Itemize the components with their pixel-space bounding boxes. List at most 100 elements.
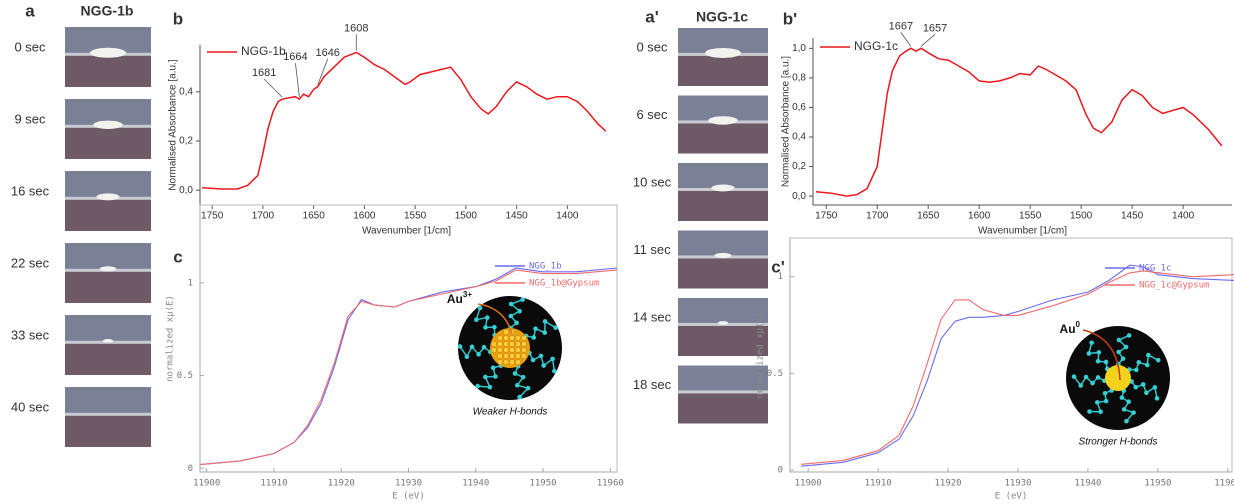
x-tick-label: 1450 — [505, 211, 528, 222]
ligand-atom — [1144, 362, 1150, 368]
series-line — [201, 51, 607, 190]
photo-bottom — [678, 324, 768, 356]
gold-atom — [503, 329, 509, 335]
legend-label: NGG_1c@Gypsum — [1139, 281, 1209, 291]
time-label: 40 sec — [11, 399, 50, 414]
x-tick-label: 11950 — [1144, 479, 1171, 489]
time-label: 14 sec — [633, 310, 672, 325]
droplet — [96, 193, 120, 201]
y-tick-label: 0,2 — [179, 136, 193, 147]
ligand-atom — [520, 374, 526, 380]
time-label: 16 sec — [11, 183, 50, 198]
ligand-atom — [1154, 396, 1160, 401]
ligand-atom — [1103, 359, 1109, 365]
ligand-atom — [474, 317, 479, 322]
annotation: 1667 — [889, 20, 913, 32]
annotation: 1608 — [344, 22, 368, 34]
ligand-atom — [514, 382, 520, 388]
x-tick-label: 1700 — [866, 211, 889, 222]
gold-atom — [503, 359, 509, 365]
panel-label: c — [173, 247, 182, 266]
ligand-atom — [1120, 356, 1126, 361]
ligand-atom — [1133, 367, 1139, 373]
ligand-atom — [542, 319, 548, 324]
legend-label: NGG_1b@Gypsum — [529, 279, 599, 289]
droplet — [99, 266, 117, 272]
droplet — [90, 47, 126, 58]
ligand-atom — [508, 313, 514, 319]
ligand-atom — [490, 365, 496, 371]
x-tick-label: 1600 — [353, 211, 376, 222]
droplet — [705, 47, 741, 58]
inset-label: Au0 — [1060, 320, 1081, 336]
ligand-atom — [1136, 360, 1142, 365]
x-tick-label: 1400 — [1172, 211, 1195, 222]
x-tick-label: 1500 — [1070, 211, 1093, 222]
photo-bottom — [65, 54, 151, 87]
inset-label-main: Au — [447, 292, 463, 306]
time-label: 11 sec — [633, 242, 671, 257]
legend-label: NGG-1b — [241, 44, 286, 58]
ligand-atom — [1086, 351, 1092, 356]
x-tick-label: 1700 — [252, 211, 275, 222]
inset-caption: Weaker H-bonds — [473, 407, 548, 418]
photo-bottom — [678, 391, 768, 424]
ligand-atom — [531, 335, 537, 340]
gold-atom — [521, 341, 527, 347]
gold-atom — [497, 341, 503, 347]
ligand-atom — [1071, 374, 1077, 379]
photo-bottom — [65, 342, 151, 375]
time-label: 22 sec — [11, 255, 50, 270]
photo-bottom — [65, 270, 151, 303]
gold-atom — [509, 341, 515, 347]
x-tick-label: 1450 — [1121, 211, 1144, 222]
ligand-atom — [1140, 382, 1146, 387]
photo-bottom — [65, 414, 151, 447]
gold-atom — [515, 335, 521, 341]
ligand-atom — [1083, 374, 1089, 380]
gold-atom — [497, 359, 503, 365]
ligand-atom — [1078, 383, 1084, 388]
gold-atom — [515, 341, 521, 347]
ligand-atom — [1096, 350, 1102, 355]
ligand-atom — [475, 383, 480, 389]
gold-atom — [497, 347, 503, 353]
x-tick-label: 11910 — [865, 479, 892, 489]
ligand-atom — [517, 394, 522, 400]
y-tick-label: 0.5 — [177, 371, 193, 381]
time-label: 33 sec — [11, 327, 50, 342]
gold-atom — [491, 347, 497, 353]
x-tick-label: 1600 — [968, 211, 991, 222]
gold-atom — [497, 335, 503, 341]
ligand-atom — [1123, 344, 1129, 350]
droplet — [708, 116, 738, 125]
y-tick-label: 0,4 — [792, 132, 806, 143]
panel-label: b' — [783, 9, 797, 28]
gold-atom — [515, 359, 521, 365]
ligand-atom — [520, 297, 525, 302]
x-tick-label: 11920 — [328, 479, 355, 489]
photo-title: NGG-1b — [81, 3, 134, 19]
ligand-atom — [525, 385, 531, 391]
y-tick-label: 1 — [188, 278, 193, 288]
x-tick-label: 1750 — [201, 211, 224, 222]
leader-line — [263, 78, 283, 98]
ligand-atom — [517, 308, 522, 314]
gold-atom — [521, 347, 527, 353]
leader-line — [317, 58, 329, 85]
ligand-atom — [1095, 358, 1101, 364]
legend-label: NGG_1c — [1139, 264, 1172, 274]
photo-bottom — [678, 189, 768, 221]
annotation: 1664 — [283, 51, 307, 63]
gold-atom — [509, 359, 515, 365]
series-line — [801, 264, 1234, 467]
ligand-atom — [1126, 399, 1131, 405]
y-axis-label: normalized xμ(E) — [166, 295, 176, 382]
x-tick-label: 11910 — [260, 479, 287, 489]
annotation: 1681 — [252, 67, 276, 79]
gold-atom — [521, 335, 527, 341]
y-axis-label: Normalised Absorbance [a.u.] — [168, 59, 179, 190]
inset-label-sup: 3+ — [463, 290, 472, 299]
ligand-atom — [1144, 390, 1149, 396]
panel-label: b — [173, 9, 183, 28]
